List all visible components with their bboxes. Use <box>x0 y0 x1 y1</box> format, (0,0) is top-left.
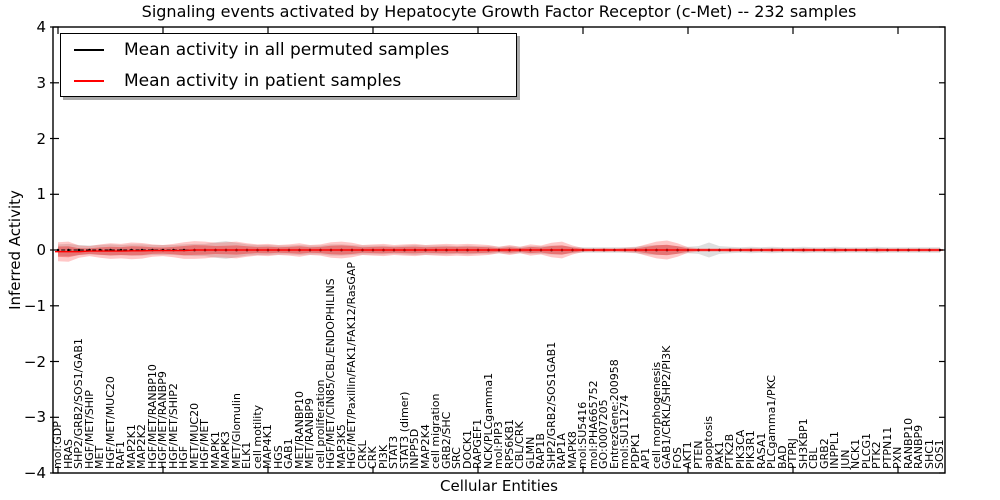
x-axis-label: Cellular Entities <box>440 477 558 495</box>
entity-label: SOS1 <box>933 439 946 469</box>
entity-label: HGF/MET/Paxillin/FAK1/FAK12/RasGAP <box>345 261 358 469</box>
patient-line-sample <box>74 80 104 82</box>
y-tick-label: −3 <box>23 408 46 427</box>
patient-mean-line <box>55 249 943 253</box>
y-tick-label: 0 <box>36 241 46 259</box>
y-tick-label: 1 <box>36 185 46 204</box>
y-tick-label: −2 <box>23 352 46 371</box>
legend-label-permuted: Mean activity in all permuted samples <box>124 40 450 60</box>
legend-row-patient: Mean activity in patient samples <box>61 66 516 96</box>
y-tick-label: 4 <box>36 18 46 36</box>
permuted-line-sample <box>74 49 104 51</box>
legend: Mean activity in all permuted samples Me… <box>60 33 517 97</box>
y-tick-label: −4 <box>23 464 46 482</box>
y-tick-label: 2 <box>36 129 46 148</box>
y-tick-label: −1 <box>23 296 46 315</box>
legend-row-permuted: Mean activity in all permuted samples <box>61 35 516 65</box>
chart-title: Signaling events activated by Hepatocyte… <box>141 2 857 21</box>
y-tick-label: 3 <box>36 73 46 92</box>
legend-label-patient: Mean activity in patient samples <box>124 71 402 91</box>
plot-frame <box>52 26 946 474</box>
